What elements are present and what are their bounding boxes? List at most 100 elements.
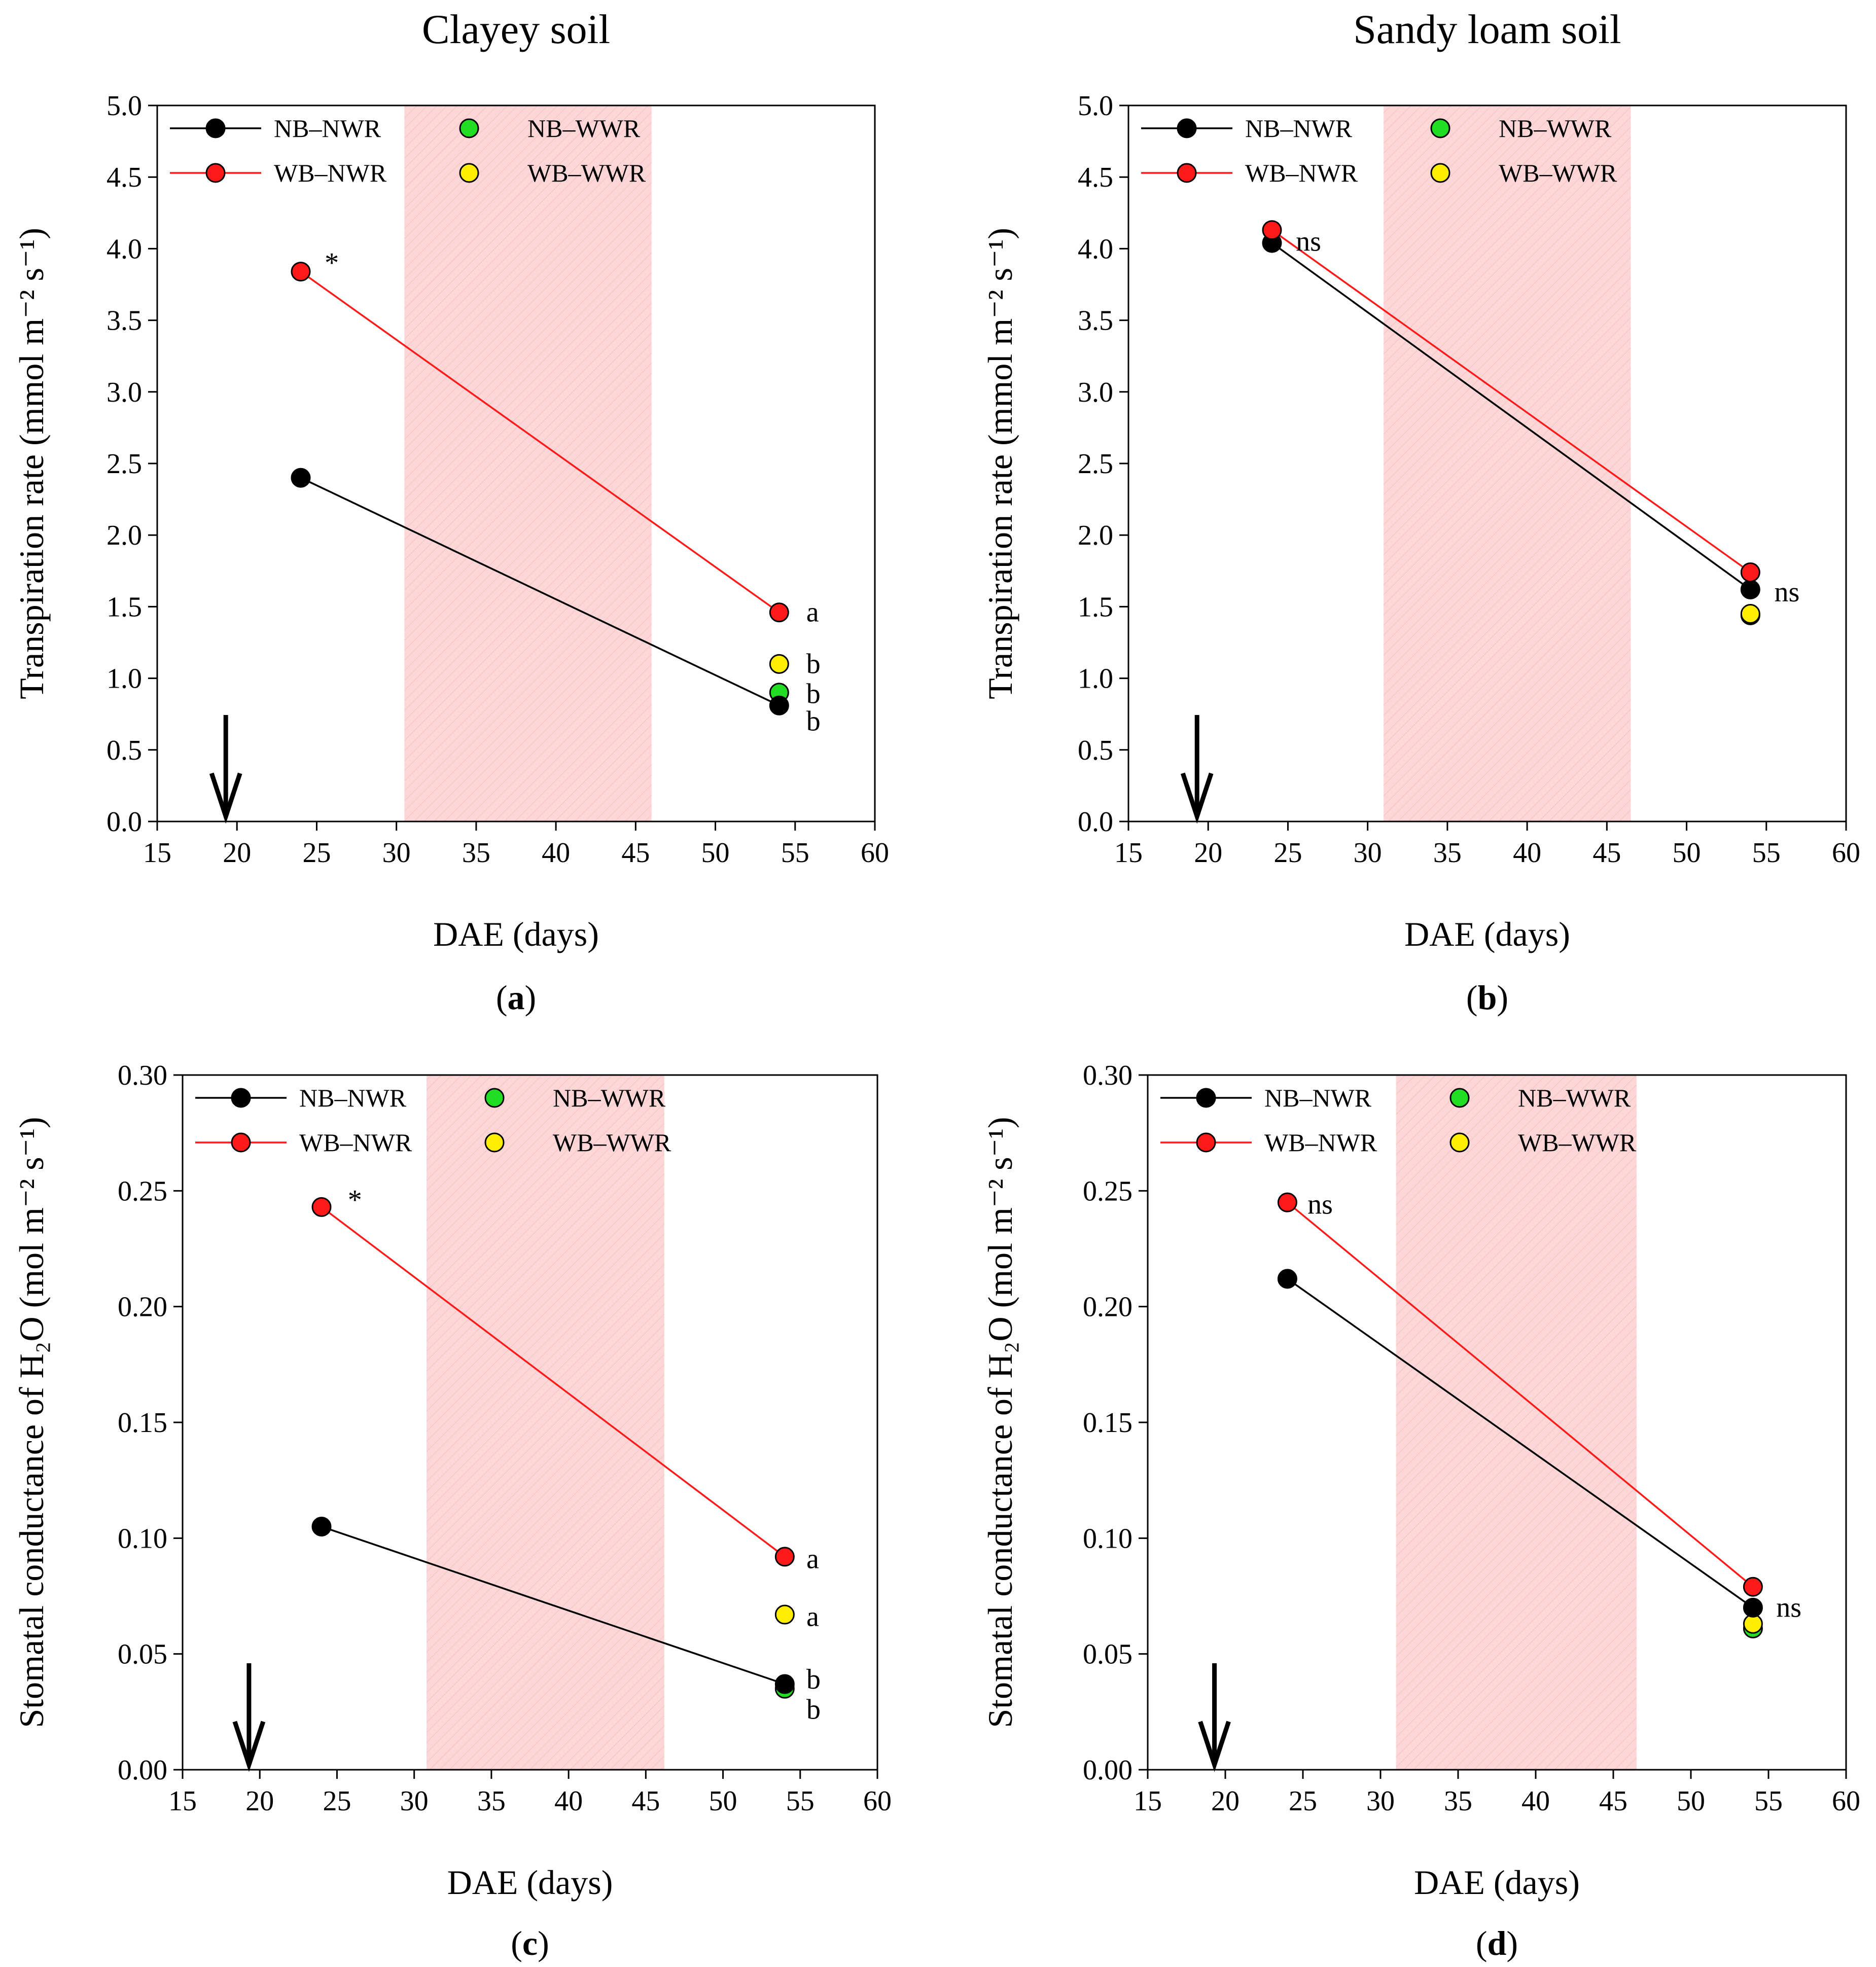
significance-label: b: [806, 648, 821, 679]
series-line-WB–NWR: [321, 1206, 786, 1558]
data-point-WB–NWR: [1262, 220, 1282, 240]
legend-label: WB–WWR: [1499, 159, 1617, 187]
y-tick-label: 0.0: [1078, 806, 1113, 838]
y-tick-label: 1.5: [107, 591, 142, 623]
panel-title: Clayey soil: [422, 6, 610, 52]
legend-label: WB–NWR: [299, 1128, 412, 1157]
x-tick-label: 25: [302, 837, 331, 869]
x-tick-label: 35: [462, 837, 490, 869]
data-point-WB–WWR: [769, 654, 789, 674]
panel-label: (c): [511, 1924, 549, 1962]
x-tick-label: 60: [1832, 1785, 1860, 1817]
legend-marker: [231, 1132, 251, 1153]
legend-label: WB–NWR: [1245, 159, 1358, 187]
legend-marker: [1196, 1088, 1216, 1108]
panel-title: Sandy loam soil: [1353, 6, 1621, 52]
y-tick-label: 2.5: [107, 448, 142, 480]
series-line-NB–NWR: [1287, 1278, 1754, 1608]
shaded-region: [1384, 105, 1631, 821]
y-tick-label: 1.5: [1078, 591, 1113, 623]
legend-marker: [459, 118, 479, 138]
x-tick-label: 60: [861, 837, 889, 869]
panel-d: 15 20 25 30 35 40 45 50 55 60 0.00 0.05 0.10 0.15 0.20…: [981, 1060, 1860, 1962]
y-tick-label: 5.0: [1078, 90, 1113, 122]
data-point-NB–NWR: [1277, 1269, 1297, 1289]
y-tick-label: 0.25: [1083, 1175, 1132, 1207]
down-arrow-icon: [232, 1721, 266, 1772]
data-point-NB–NWR: [291, 468, 311, 488]
y-tick-label: 3.0: [107, 377, 142, 408]
legend-marker: [484, 1088, 505, 1108]
x-tick-label: 30: [1366, 1785, 1395, 1817]
panel-label: (a): [496, 978, 536, 1017]
significance-label: ns: [1307, 1189, 1333, 1221]
legend-label: WB–WWR: [1518, 1128, 1637, 1157]
x-tick-label: 20: [1194, 837, 1222, 869]
legend-label: NB–WWR: [1499, 114, 1612, 142]
legend-label: NB–WWR: [553, 1084, 666, 1112]
shaded-region: [427, 1075, 664, 1770]
legend-marker: [205, 163, 226, 183]
panel-label: (d): [1476, 1924, 1518, 1962]
down-arrow-icon: [1198, 1721, 1231, 1772]
x-tick-label: 35: [1444, 1785, 1472, 1817]
y-tick-label: 0.15: [1083, 1407, 1132, 1439]
x-tick-label: 55: [1754, 1785, 1783, 1817]
x-tick-label: 15: [1134, 1785, 1162, 1817]
data-point-WB–NWR: [291, 262, 311, 282]
y-tick-label: 5.0: [107, 90, 142, 122]
significance-label: ns: [1775, 577, 1800, 608]
y-tick-label: 0.30: [1083, 1060, 1132, 1091]
y-tick-label: 0.15: [118, 1407, 167, 1439]
legend-marker: [1177, 163, 1197, 183]
x-tick-label: 30: [400, 1785, 429, 1817]
series-line-WB–NWR: [1287, 1201, 1754, 1588]
y-tick-label: 0.5: [107, 735, 142, 766]
x-tick-label: 30: [1354, 837, 1382, 869]
y-tick-label: 1.0: [107, 663, 142, 695]
y-tick-label: 3.5: [107, 305, 142, 337]
data-point-WB–NWR: [1277, 1192, 1297, 1212]
significance-label: b: [806, 1664, 821, 1695]
panel-letter: c: [522, 1924, 538, 1962]
y-tick-label: 4.0: [107, 233, 142, 265]
x-tick-label: 30: [382, 837, 411, 869]
y-tick-label: 0.05: [118, 1639, 167, 1670]
panel-label: (b): [1466, 978, 1508, 1017]
y-tick-label: 1.0: [1078, 663, 1113, 695]
x-axis-label: DAE (days): [1414, 1863, 1580, 1902]
data-point-WB–WWR: [774, 1604, 795, 1625]
y-tick-label: 2.0: [1078, 520, 1113, 551]
significance-label: a: [806, 597, 819, 628]
legend-marker: [1177, 118, 1197, 138]
x-tick-label: 15: [1114, 837, 1143, 869]
legend-label: WB–NWR: [274, 159, 387, 187]
x-tick-label: 55: [786, 1785, 815, 1817]
y-axis-label: Stomatal conductance of H₂O (mol m⁻² s⁻¹…: [981, 1117, 1019, 1728]
significance-label: b: [806, 678, 821, 710]
x-tick-label: 20: [245, 1785, 274, 1817]
y-axis-label: Stomatal conductance of H₂O (mol m⁻² s⁻¹…: [12, 1117, 51, 1728]
data-point-WB–WWR: [1740, 604, 1760, 624]
x-tick-label: 45: [1592, 837, 1621, 869]
x-tick-label: 60: [1832, 837, 1860, 869]
significance-label: *: [348, 1185, 362, 1216]
series-line-NB–NWR: [300, 477, 780, 706]
legend-marker: [484, 1132, 505, 1153]
x-tick-label: 40: [1521, 1785, 1550, 1817]
x-tick-label: 45: [631, 1785, 660, 1817]
y-tick-label: 2.0: [107, 520, 142, 551]
x-tick-label: 55: [1752, 837, 1781, 869]
legend-marker: [205, 118, 226, 138]
y-tick-label: 0.10: [1083, 1523, 1132, 1554]
x-axis-label: DAE (days): [1404, 915, 1570, 953]
x-tick-label: 15: [168, 1785, 197, 1817]
y-tick-label: 4.0: [1078, 233, 1113, 265]
panel-letter: d: [1488, 1924, 1507, 1962]
x-tick-label: 25: [323, 1785, 351, 1817]
legend-marker: [1196, 1132, 1216, 1153]
significance-label: a: [806, 1543, 819, 1575]
x-tick-label: 20: [1211, 1785, 1240, 1817]
legend-label: NB–NWR: [274, 114, 381, 142]
